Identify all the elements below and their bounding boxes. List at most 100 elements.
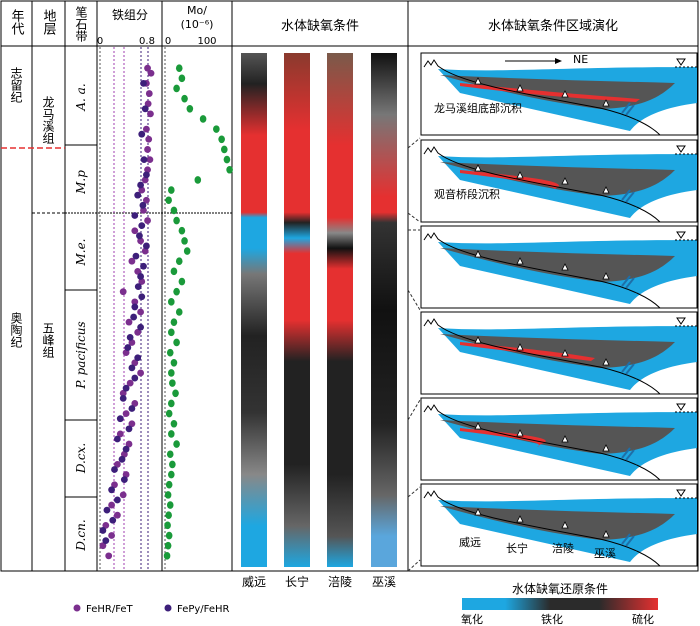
fe-py-point <box>103 506 111 514</box>
header-evolution: 水体缺氧条件区域演化 <box>488 18 618 34</box>
fe-hr-point <box>145 90 153 97</box>
fe-py-point <box>128 364 136 372</box>
fe-hr-point <box>119 288 127 296</box>
panel-connectors <box>407 137 421 572</box>
legend-fepy-dot <box>164 604 172 612</box>
fe-py-point <box>138 222 146 230</box>
fault-mark <box>621 102 631 114</box>
mo-point <box>163 552 171 560</box>
mo-point <box>175 64 183 72</box>
mo-point <box>223 155 231 164</box>
fe-hr-points <box>99 64 155 560</box>
panel-caption-2: 观音桥段沉积 <box>434 187 500 201</box>
fe-py-point <box>114 435 121 443</box>
fe-py-point <box>138 293 146 301</box>
fe-py-point <box>140 156 148 164</box>
anoxic-zone <box>440 334 675 368</box>
mo-point <box>164 521 171 530</box>
site-triangle-icon <box>516 343 524 351</box>
zone-m-p: M.p <box>74 170 88 195</box>
fault-mark <box>625 277 635 289</box>
panel-site-weiyuan: 威远 <box>459 536 481 549</box>
site-triangle-icon <box>516 171 524 179</box>
mo-point <box>221 145 228 154</box>
site-triangle-icon <box>561 521 569 529</box>
fe-py-point <box>116 415 124 423</box>
fe-py-point <box>143 171 150 179</box>
mo-point <box>173 287 180 296</box>
fe-hr-point <box>128 257 136 265</box>
mo-point <box>165 480 173 489</box>
anoxic-zone <box>440 506 675 540</box>
site-triangle-icon <box>561 349 569 357</box>
mo-point <box>175 257 183 266</box>
evolution-panel <box>420 397 698 481</box>
site-triangle-icon <box>474 250 482 258</box>
site-triangle-icon <box>602 530 610 538</box>
mo-point <box>170 359 178 367</box>
header-mo: Mo/ <box>187 4 207 17</box>
mo-point <box>199 115 207 123</box>
panel-site-changning: 长宁 <box>506 541 528 555</box>
zone-p-pacificus: P. pacificus <box>74 321 88 389</box>
header-mo-unit: (10⁻⁶) <box>181 18 214 31</box>
site-label-fuling: 涪陵 <box>328 574 352 589</box>
ne-arrowhead-icon <box>555 58 562 64</box>
mo-point <box>186 105 194 113</box>
fe-py-point <box>134 283 142 290</box>
column-weiyuan <box>241 53 267 567</box>
mo-point <box>178 74 186 83</box>
legend-fehr-label: FeHR/FeT <box>86 604 134 615</box>
fe-hr-point <box>134 267 142 275</box>
mo-point <box>218 135 225 144</box>
fe-hr-point <box>131 227 139 235</box>
fault-mark <box>625 363 635 375</box>
fe-py-point <box>125 425 133 433</box>
fe-py-point <box>119 394 127 402</box>
mo-point <box>166 450 174 459</box>
fe-hr-point <box>128 420 136 428</box>
mo-point <box>226 165 233 174</box>
fe-hr-point <box>116 430 124 438</box>
sea-level-icon <box>676 489 686 497</box>
formation-longmaxi: 龙马溪组 <box>41 96 55 144</box>
site-label-weiyuan: 威远 <box>242 575 266 589</box>
fe-py-point <box>124 344 132 351</box>
sea-level-icon <box>676 317 686 325</box>
fe-hr-point <box>131 298 139 306</box>
mo-point <box>168 369 175 377</box>
euxinic-zone <box>460 83 640 102</box>
fault-mark <box>621 361 631 373</box>
period-ordovician: 奥陶纪 <box>9 312 23 348</box>
fe-hr-point <box>99 542 107 550</box>
fe-hr-point <box>144 217 151 224</box>
seafloor-profile <box>423 232 661 309</box>
mo-point <box>213 125 220 133</box>
sea-level-icon <box>676 403 686 411</box>
mo-point <box>173 216 180 225</box>
sea-level-icon <box>676 145 686 153</box>
fe-hr-point <box>144 64 151 72</box>
fe-hr-point <box>141 247 149 255</box>
period-silurian: 志留纪 <box>9 67 23 103</box>
fe-hr-point <box>125 318 133 326</box>
euxinic-zone <box>460 170 560 189</box>
fault-mark <box>621 275 631 287</box>
fe-hr-point <box>108 501 115 509</box>
evolution-panel <box>420 483 698 567</box>
fe-hr-point <box>147 110 154 118</box>
mo-point <box>175 308 183 316</box>
seafloor-profile <box>423 59 661 136</box>
fault-mark <box>625 191 635 203</box>
fe-py-point <box>118 455 126 463</box>
site-triangle-icon <box>602 358 610 366</box>
fe-hr-point <box>131 359 139 367</box>
fault-mark <box>621 533 631 545</box>
mo-point <box>170 206 178 215</box>
zone-d-cn: D.cn. <box>74 519 88 551</box>
site-triangle-icon <box>561 90 569 98</box>
fe-hr-point <box>137 308 145 316</box>
fe-py-point <box>120 476 128 484</box>
fe-hr-point <box>125 440 133 448</box>
mo-point <box>173 84 180 93</box>
